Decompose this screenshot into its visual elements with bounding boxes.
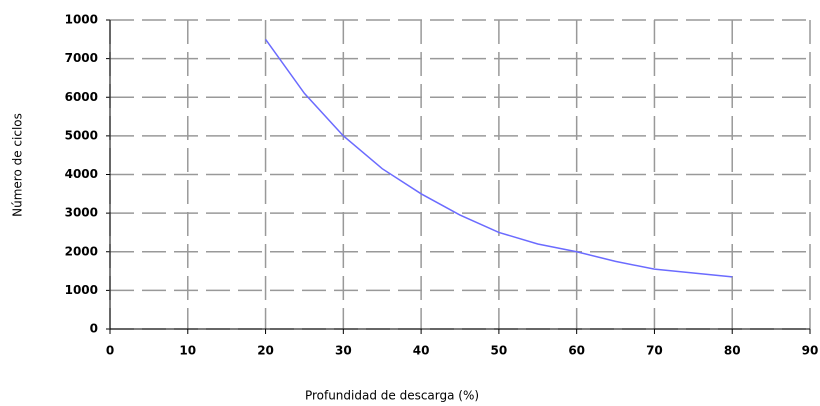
x-tick-label: 20 — [257, 344, 274, 358]
y-axis-label: Número de ciclos — [11, 113, 25, 217]
x-axis-label: Profundidad de descarga (%) — [305, 389, 479, 403]
x-tick-label: 0 — [106, 344, 114, 358]
y-tick-label: 3000 — [65, 206, 98, 220]
x-tick-label: 90 — [802, 344, 819, 358]
x-tick-label: 30 — [335, 344, 352, 358]
y-tick-label: 1000 — [65, 283, 98, 297]
x-tick-label: 10 — [179, 344, 196, 358]
x-tick-label: 80 — [724, 344, 741, 358]
y-tick-label: 4000 — [65, 167, 98, 181]
y-tick-label: 0 — [90, 322, 98, 336]
x-tick-label: 60 — [568, 344, 585, 358]
x-tick-label: 70 — [646, 344, 663, 358]
y-tick-label: 7000 — [65, 51, 98, 65]
data-line — [264, 38, 733, 278]
y-tick-label: 5000 — [65, 128, 98, 142]
y-tick-label: 6000 — [65, 90, 98, 104]
x-tick-label: 40 — [413, 344, 430, 358]
x-tick-label: 50 — [491, 344, 508, 358]
y-tick-label: 2000 — [65, 244, 98, 258]
y-tick-label: 1000 — [65, 13, 98, 27]
